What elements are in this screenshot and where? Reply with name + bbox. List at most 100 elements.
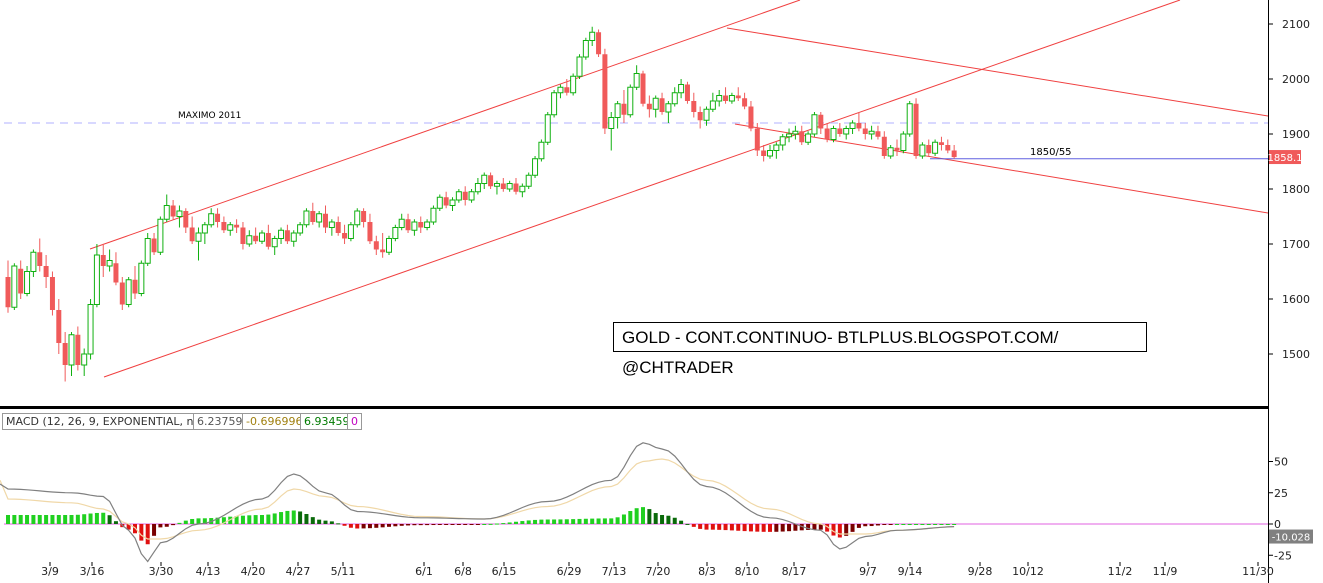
macd-histogram-bar [171,524,176,526]
macd-histogram-bar [437,524,442,525]
macd-histogram-bar [736,524,741,531]
candle-body-up [830,128,837,140]
macd-histogram-bar [234,516,239,524]
candle-body-down [62,343,68,365]
macd-histogram-bar [342,524,347,526]
candle-body-up [30,251,37,272]
candle-body-up [671,92,678,105]
macd-histogram-bar [761,524,766,532]
macd-histogram-bar [361,524,366,529]
candle-body-up [87,304,94,355]
macd-histogram-bar [837,524,842,538]
candle-body-up [347,224,354,239]
candle-body-up [81,353,88,366]
macd-histogram-bar [399,524,404,526]
candle-body-down [418,222,424,228]
macd-histogram-bar [742,524,747,532]
macd-histogram-bar [952,524,957,525]
x-tick-label: 11/9 [1153,565,1178,578]
candle-body-down [100,255,106,266]
macd-histogram-bar [602,518,607,524]
macd-histogram-bar [914,524,919,525]
macd-histogram-bar [723,524,728,531]
macd-histogram-bar [679,520,684,524]
macd-histogram-bar [475,524,480,525]
price-tick-label: 1700 [1282,238,1310,251]
candle-body-up [303,210,310,226]
candle-body-down [761,150,767,156]
candle-body-up [843,128,850,135]
candle-body-down [215,213,221,222]
macd-histogram-bar [507,522,512,524]
x-tick-label: 8/17 [782,565,807,578]
x-tick-label: 4/20 [241,565,266,578]
candle-body-down [240,227,246,244]
x-tick-label: 9/14 [898,565,923,578]
x-tick-label: 6/1 [415,565,433,578]
candle-body-down [183,211,189,228]
macd-histogram-bar [691,524,696,527]
candle-body-up [627,86,634,116]
macd-histogram-bar [56,515,61,524]
candle-body-up [436,196,443,209]
candle-body-down [367,222,373,242]
x-tick-label: 8/3 [698,565,716,578]
macd-histogram-bar [221,517,226,524]
candle-body-up [278,229,285,239]
candle-body-up [709,100,716,110]
macd-histogram-bar [577,518,582,524]
panel-separator [0,406,1323,409]
macd-tick-label: 50 [1274,456,1288,469]
macd-histogram-bar [82,514,87,524]
price-tick-label: 1600 [1282,293,1310,306]
candle-body-up [767,150,773,157]
macd-line [0,442,955,563]
macd-histogram-bar [348,524,353,528]
candle-body-up [506,183,513,190]
x-tick-label: 4/13 [196,565,221,578]
x-tick-label: 3/16 [80,565,105,578]
macd-histogram-bar [641,507,645,524]
macd-histogram-bar [253,515,258,524]
candle-body-up [481,174,488,184]
x-axis [0,562,1323,583]
macd-histogram-bar [463,524,468,525]
candle-body-up [608,117,615,129]
candle-body-up [386,238,392,253]
macd-histogram-bar [710,524,715,530]
candle-body-up [538,141,545,160]
macd-histogram-bar [266,514,271,524]
x-tick-label: 8/10 [735,565,760,578]
macd-histogram-bar [310,517,315,524]
candle-body-up [849,122,856,129]
macd-histogram-bar [6,515,10,524]
macd-histogram-bar [634,508,639,524]
macd-histogram-bar [25,515,30,524]
candle-body-down [5,277,11,308]
candle-body-up [259,232,265,242]
candle-body-up [246,235,253,245]
macd-histogram-bar [202,518,207,524]
candle-body-down [361,211,367,222]
macd-histogram-bar [717,524,722,530]
candle-body-up [201,224,208,234]
candle-body-up [900,133,907,151]
macd-histogram-bar [825,524,830,532]
candle-body-up [786,133,793,138]
candle-body-down [113,263,119,283]
candle-body-down [310,211,316,222]
candle-body-up [157,218,164,253]
candle-body-down [75,334,81,365]
macd-histogram-bar [685,523,690,525]
candle-body-down [18,268,24,294]
candle-body-up [906,103,913,135]
macd-histogram-bar [158,524,163,528]
macd-histogram-bar [431,524,436,526]
macd-histogram-bar [31,515,36,524]
macd-histogram-bar [653,513,658,524]
macd-histogram-bar [50,515,55,524]
candle-body-up [525,174,532,187]
macd-histogram-bar [590,518,595,524]
macd-histogram-bar [520,521,525,524]
candle-body-down [723,95,729,101]
